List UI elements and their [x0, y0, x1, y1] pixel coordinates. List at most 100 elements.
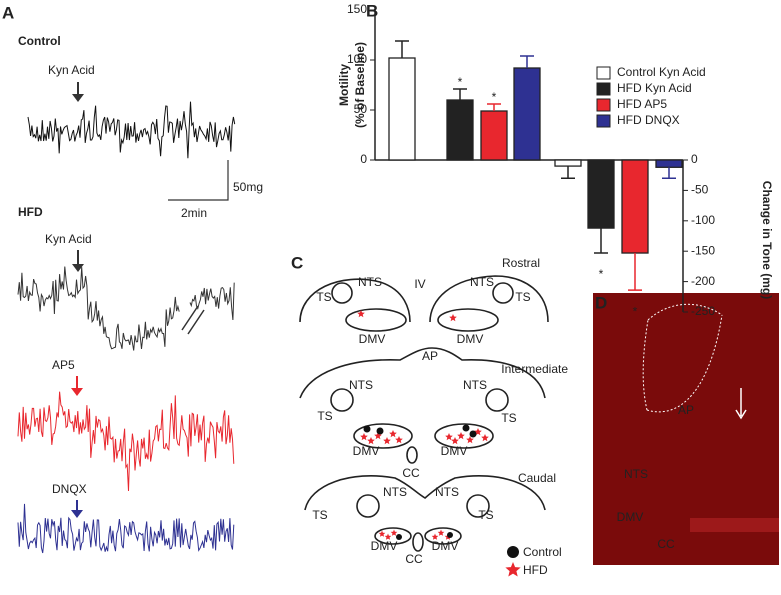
trace-title: HFD — [18, 205, 43, 219]
panel-label: B — [366, 1, 378, 20]
outline — [331, 282, 353, 304]
outline — [429, 275, 549, 323]
ap-border — [642, 303, 723, 413]
significance: * — [599, 267, 604, 281]
micrograph-label: AP — [678, 403, 694, 417]
trace — [189, 282, 235, 321]
region-label: DMV — [353, 444, 380, 458]
region-label: AP — [422, 349, 438, 363]
y2-tick-label: -50 — [691, 183, 709, 197]
panel-label: C — [291, 253, 303, 272]
arrow — [735, 388, 747, 420]
bar — [480, 110, 508, 161]
arrow-label: Kyn Acid — [45, 232, 92, 246]
micrograph-label: CC — [657, 537, 675, 551]
region-label: DMV — [457, 332, 484, 346]
y-tick-label: 150 — [347, 2, 367, 16]
region-label: TS — [478, 508, 493, 522]
outline — [299, 278, 411, 323]
y-tick-label: 0 — [360, 152, 367, 166]
glow — [690, 518, 779, 532]
legend-swatch — [596, 82, 611, 96]
error-bar — [487, 103, 501, 111]
region-label: IV — [414, 277, 425, 291]
hfd-marker — [384, 533, 392, 540]
hfd-marker — [466, 436, 474, 444]
scale-label: 50mg — [233, 180, 263, 194]
hfd-marker — [389, 430, 397, 438]
arrow-head — [71, 510, 83, 518]
arrow-label: AP5 — [52, 358, 75, 372]
legend-swatch — [596, 98, 611, 112]
region-label: CC — [405, 552, 423, 566]
panel-label: A — [2, 3, 14, 22]
legend-swatch — [596, 66, 611, 80]
y2-axis-label: Change in Tone (mg) — [760, 181, 774, 299]
arrow-head — [72, 264, 84, 272]
section-title: Intermediate — [501, 362, 568, 376]
region-label: NTS — [358, 275, 382, 289]
hfd-marker — [505, 562, 521, 577]
section-title: Caudal — [518, 471, 556, 485]
hfd-marker — [383, 437, 391, 445]
control-marker — [469, 430, 477, 438]
hfd-marker — [357, 310, 365, 318]
outline — [437, 308, 499, 332]
legend-label: HFD DNQX — [617, 113, 680, 127]
error-bar — [628, 253, 642, 291]
region-label: DMV — [441, 444, 468, 458]
error-bar — [662, 167, 676, 179]
hfd-marker — [374, 432, 382, 440]
legend-label: HFD AP5 — [617, 97, 667, 111]
hfd-marker — [449, 314, 457, 322]
significance: * — [458, 75, 463, 89]
region-label: TS — [312, 508, 327, 522]
y2-tick-label: -100 — [691, 213, 715, 227]
hfd-marker — [395, 436, 403, 444]
trace — [17, 391, 235, 492]
outline — [304, 475, 546, 511]
hfd-marker — [457, 432, 465, 440]
region-label: NTS — [349, 378, 373, 392]
outline — [406, 446, 418, 464]
bar — [621, 159, 649, 254]
region-label: TS — [515, 290, 530, 304]
outline — [374, 527, 412, 545]
hfd-marker — [378, 530, 386, 537]
error-bar — [561, 166, 575, 179]
region-label: CC — [402, 466, 420, 480]
y2-tick-label: -250 — [691, 304, 715, 318]
legend-swatch — [596, 114, 611, 128]
error-bar — [520, 55, 534, 68]
outline — [412, 532, 424, 552]
region-label: NTS — [383, 485, 407, 499]
hfd-marker — [451, 437, 459, 445]
y-tick-label: 100 — [347, 52, 367, 66]
hfd-marker — [481, 434, 489, 442]
region-label: DMV — [359, 332, 386, 346]
control-marker — [507, 546, 519, 558]
outline — [353, 423, 413, 449]
y-axis-label: (% of Baseline) — [353, 42, 367, 128]
region-label: TS — [501, 411, 516, 425]
arrow-label: Kyn Acid — [48, 63, 95, 77]
control-marker — [396, 534, 402, 540]
bar — [446, 99, 474, 161]
region-label: TS — [316, 290, 331, 304]
y2-tick-label: -200 — [691, 274, 715, 288]
micrograph-label: NTS — [624, 467, 648, 481]
control-marker — [376, 427, 384, 435]
trace — [27, 101, 236, 159]
legend-label: HFD Kyn Acid — [617, 81, 692, 95]
hfd-marker — [360, 433, 368, 441]
arrow-head — [71, 388, 83, 396]
outline — [434, 423, 494, 449]
region-label: NTS — [463, 378, 487, 392]
error-bar — [594, 228, 608, 254]
legend-label: Control Kyn Acid — [617, 65, 706, 79]
arrow-label: DNQX — [52, 482, 87, 496]
region-label: NTS — [435, 485, 459, 499]
outline — [492, 282, 514, 304]
